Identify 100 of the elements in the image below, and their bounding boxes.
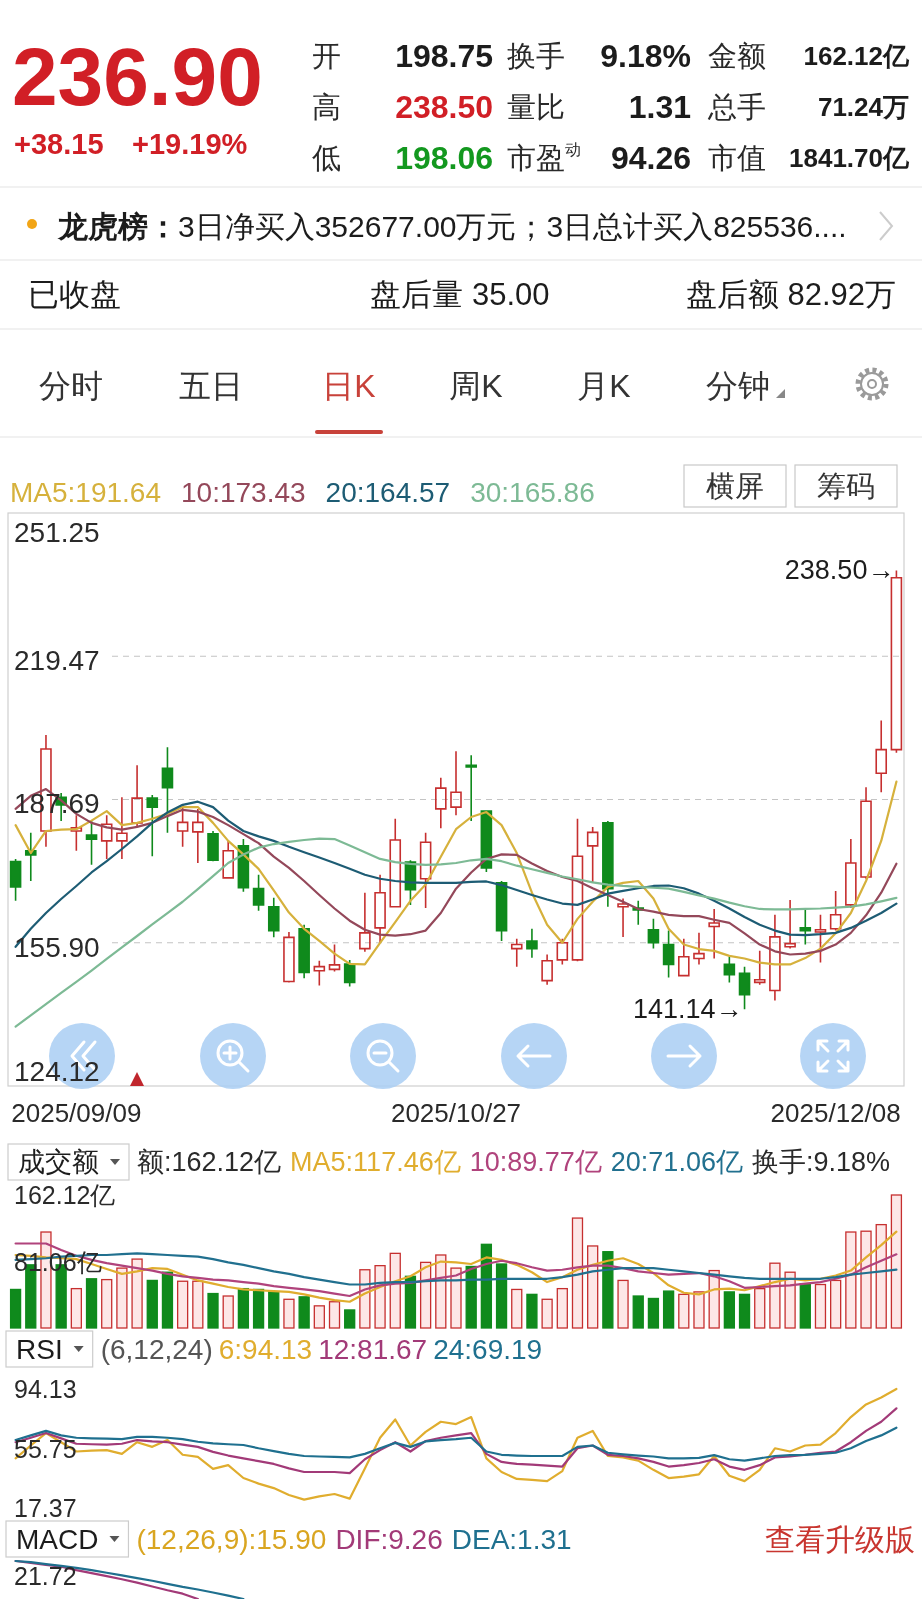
text: MA5:117.46亿 — [290, 1147, 461, 1177]
text: 10:173.43 — [181, 476, 306, 508]
bar — [70, 1287, 82, 1329]
bar — [146, 1279, 158, 1329]
bar — [207, 1292, 219, 1329]
text: 20:71.06亿 — [610, 1147, 743, 1177]
bar — [738, 1293, 751, 1329]
text: 周K — [449, 368, 503, 404]
chart-title: RSI — [16, 1333, 63, 1365]
bar — [693, 1291, 705, 1329]
text: 换手 — [507, 40, 565, 72]
bar — [344, 1309, 356, 1329]
bar — [252, 1288, 265, 1329]
annotation: 141.14→ — [632, 994, 743, 1025]
text: 162.12亿 — [803, 41, 910, 71]
bar — [465, 1265, 477, 1329]
text: 1.31 — [628, 89, 691, 125]
bar — [313, 1305, 325, 1329]
bar — [328, 1301, 341, 1329]
text: 五日 — [179, 368, 243, 404]
y-tick-label: 162.12亿 — [14, 1181, 116, 1209]
text: 量比 — [507, 91, 565, 123]
bar — [101, 1278, 113, 1329]
text: 71.24万 — [817, 92, 909, 122]
text: 30:165.86 — [470, 476, 595, 508]
bar — [587, 1245, 599, 1329]
bar — [814, 1283, 827, 1329]
text: 1841.70亿 — [789, 143, 910, 173]
bar — [632, 1295, 644, 1329]
text: 已收盘 — [28, 276, 121, 312]
bar — [283, 1298, 295, 1329]
text: MA5:191.64 — [10, 476, 161, 508]
text: +19.19% — [132, 128, 248, 160]
annotation: 238.50→ — [784, 555, 895, 586]
chart-subtitle: (12,26,9):15.90 — [136, 1523, 327, 1555]
text: 24:69.19 — [433, 1333, 543, 1365]
line-series — [14, 1426, 898, 1462]
bar — [556, 1287, 568, 1329]
bar — [754, 1287, 766, 1329]
x-tick-label: 2025/12/08 — [770, 1098, 901, 1128]
text: 查看升级版 — [765, 1522, 915, 1556]
text: 盘后额 82.92万 — [685, 276, 896, 312]
bar — [526, 1293, 538, 1329]
bar — [268, 1291, 280, 1329]
bar — [845, 1231, 857, 1329]
text: 金额 — [708, 40, 766, 72]
bar — [678, 1293, 690, 1329]
text: 94.26 — [610, 140, 691, 176]
y-tick-label: 17.37 — [14, 1494, 77, 1522]
text: 198.75 — [395, 38, 493, 74]
text: 236.90 — [12, 30, 263, 122]
bar — [404, 1275, 417, 1329]
text: 日K — [322, 368, 376, 404]
text: 筹码 — [817, 470, 875, 502]
line-series — [14, 1242, 898, 1298]
text: DIF:9.26 — [335, 1523, 443, 1555]
text: 总手 — [707, 91, 766, 123]
text: 10:89.77亿 — [469, 1147, 602, 1177]
text: 月K — [577, 368, 631, 404]
bar — [860, 1230, 872, 1329]
bar — [192, 1280, 204, 1329]
text: 12:81.67 — [318, 1333, 428, 1365]
bar — [116, 1267, 128, 1329]
bar — [161, 1271, 174, 1329]
bar — [131, 1258, 143, 1329]
bar — [662, 1290, 675, 1329]
bar — [450, 1267, 462, 1329]
y-tick-label: 94.13 — [14, 1375, 77, 1403]
text: 6:94.13 — [218, 1333, 313, 1365]
bar — [617, 1279, 629, 1329]
text: 9.18% — [600, 38, 691, 74]
y-tick-label: 251.25 — [14, 516, 100, 548]
bar — [222, 1295, 234, 1329]
text: 龙虎榜： — [57, 209, 178, 243]
annotation: 21.72 — [14, 1562, 77, 1590]
text: 开 — [312, 40, 341, 72]
text: 额:162.12亿 — [137, 1147, 282, 1177]
bar — [389, 1252, 401, 1329]
bar — [495, 1263, 508, 1329]
text: 20:164.57 — [325, 476, 451, 508]
line-series — [14, 1252, 898, 1286]
text: DEA:1.31 — [451, 1523, 572, 1555]
text: 238.50 — [395, 89, 493, 125]
y-tick-label: 155.90 — [14, 931, 100, 963]
bar — [571, 1217, 584, 1329]
bar — [541, 1298, 553, 1329]
bar — [723, 1291, 736, 1329]
chart-subtitle: (6,12,24) — [100, 1333, 213, 1365]
chart-title: 成交额 — [18, 1147, 99, 1177]
bar — [480, 1243, 493, 1329]
y-tick-label: 219.47 — [14, 644, 100, 676]
x-tick-label: 2025/10/27 — [390, 1098, 522, 1128]
text: 3日净买入352677.00万元；3日总计买入825536.... — [178, 209, 847, 243]
line-series — [14, 1230, 898, 1303]
text: 换手:9.18% — [751, 1147, 890, 1177]
text: 低 — [312, 142, 341, 174]
text: 横屏 — [706, 470, 764, 502]
bar — [799, 1283, 811, 1329]
bar — [85, 1278, 98, 1329]
text: 分钟 — [706, 368, 770, 404]
